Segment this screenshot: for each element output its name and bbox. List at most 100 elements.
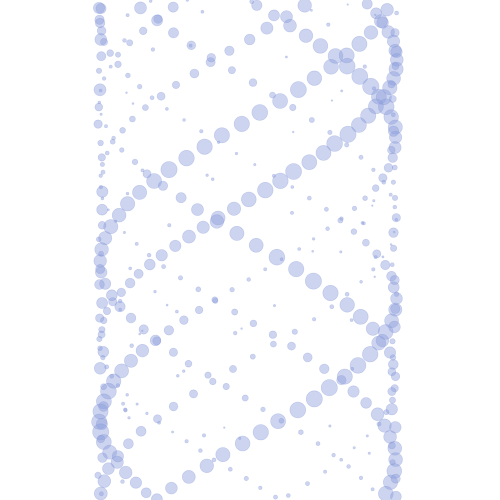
bubble <box>120 479 125 484</box>
bubble <box>344 291 350 297</box>
bubble <box>196 220 210 234</box>
bubble <box>297 0 312 13</box>
bubble <box>323 469 328 474</box>
bubble <box>347 385 360 398</box>
bubble <box>358 475 364 481</box>
bubble <box>349 318 354 322</box>
bubble <box>374 14 388 28</box>
bubble <box>350 228 358 235</box>
bubble <box>182 369 186 373</box>
bubble <box>391 213 401 223</box>
bubble <box>123 438 134 450</box>
bubble <box>109 138 116 145</box>
bubble <box>98 401 109 412</box>
bubble <box>365 434 369 438</box>
bubble <box>93 254 107 268</box>
bubble <box>336 375 347 386</box>
bubble <box>290 210 294 215</box>
bubble <box>371 335 387 351</box>
bubble <box>331 453 336 458</box>
bubble <box>95 3 107 14</box>
bubble <box>270 413 286 430</box>
bubble <box>368 98 384 115</box>
bubble <box>102 444 117 460</box>
bubble <box>211 457 217 463</box>
bubble <box>340 89 344 93</box>
bubble <box>377 418 392 433</box>
bubble <box>375 334 390 348</box>
bubble <box>178 275 184 281</box>
bubble <box>98 250 104 257</box>
bubble <box>323 206 329 212</box>
bubble <box>302 352 313 363</box>
bubble <box>260 21 274 35</box>
bubble <box>252 424 269 441</box>
bubble <box>98 88 103 93</box>
bubble <box>231 308 239 316</box>
bubble <box>326 22 331 27</box>
bubble <box>258 485 263 490</box>
bubble <box>155 249 168 262</box>
bubble <box>365 321 380 336</box>
bubble <box>188 43 193 48</box>
bubble <box>213 127 230 144</box>
bubble <box>92 403 109 420</box>
bubble <box>388 441 396 450</box>
bubble <box>97 153 106 162</box>
bubble <box>96 393 112 410</box>
bubble <box>311 250 315 253</box>
bubble <box>119 465 133 480</box>
bubble <box>135 425 147 437</box>
bubble <box>111 208 127 223</box>
bubble <box>184 360 193 368</box>
bubble <box>96 26 107 36</box>
bubble <box>394 217 398 222</box>
bubble <box>297 247 302 251</box>
bubble <box>94 471 102 479</box>
bubble <box>387 441 402 456</box>
bubble <box>289 104 297 112</box>
bubble <box>184 439 189 444</box>
bubble <box>389 421 402 434</box>
bubble <box>374 13 377 17</box>
bubble <box>96 417 108 430</box>
bubble <box>167 223 172 228</box>
bubble <box>383 163 394 173</box>
bubble <box>211 296 219 304</box>
bubble <box>380 3 394 17</box>
bubble <box>141 329 144 332</box>
bubble <box>97 221 107 230</box>
bubble <box>179 315 189 325</box>
bubble <box>97 100 102 105</box>
bubble <box>301 154 318 170</box>
bubble <box>94 242 109 257</box>
bubble <box>96 434 105 444</box>
bubble <box>362 195 368 201</box>
bubble <box>189 68 200 79</box>
bubble <box>386 71 401 86</box>
bubble <box>163 325 174 336</box>
bubble <box>381 179 387 185</box>
bubble <box>362 64 367 69</box>
bubble <box>209 214 224 229</box>
bubble <box>123 408 128 413</box>
bubble <box>135 402 139 406</box>
bubble <box>389 243 393 246</box>
bubble <box>138 324 149 335</box>
bubble <box>346 3 349 6</box>
bubble <box>391 194 398 201</box>
bubble <box>110 455 124 469</box>
bubble <box>223 426 226 429</box>
bubble <box>248 238 264 253</box>
bubble <box>378 173 388 183</box>
bubble <box>149 0 153 3</box>
bubble <box>204 371 212 379</box>
bubble <box>271 173 276 178</box>
bubble <box>367 451 371 455</box>
bubble <box>380 259 391 270</box>
bubble <box>120 196 136 212</box>
bubble <box>312 38 329 54</box>
bubble <box>146 253 152 258</box>
bubble <box>92 423 110 441</box>
bubble <box>339 297 355 313</box>
